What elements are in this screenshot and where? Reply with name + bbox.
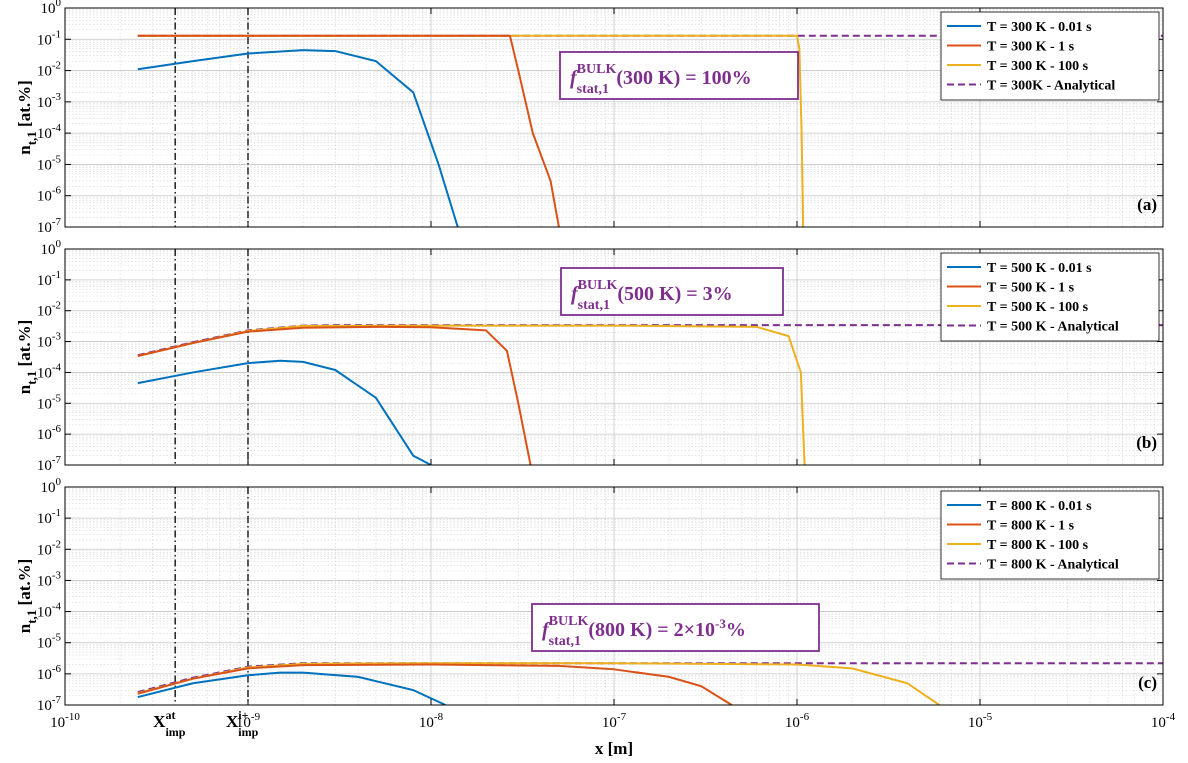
y-tick-label: 10-7 bbox=[37, 216, 62, 236]
legend-label: T = 800 K - 1 s bbox=[987, 519, 1075, 534]
legend-label: T = 500 K - 0.01 s bbox=[987, 261, 1092, 276]
y-axis-label: nt,1 [at.%] bbox=[15, 320, 39, 395]
x-tick-label: 10-8 bbox=[419, 711, 444, 731]
y-tick-label: 10-7 bbox=[37, 454, 62, 474]
panel-c: 10-7 10-6 10-5 10-4 10-3 10-2 10-1 100 nt,1 [at.… bbox=[15, 476, 1164, 714]
y-tick-label: 100 bbox=[41, 0, 62, 17]
y-tick-label: 10-3 bbox=[37, 569, 62, 589]
legend: T = 500 K - 0.01 s T = 500 K - 1 s T = 500… bbox=[940, 252, 1160, 342]
panel-a: 10-7 10-6 10-5 10-4 10-3 10-2 10-1 100 nt,1 [at.… bbox=[15, 0, 1164, 236]
y-tick-label: 10-2 bbox=[37, 538, 61, 558]
y-axis-label: nt,1 [at.%] bbox=[15, 559, 39, 634]
y-tick-label: 10-4 bbox=[37, 601, 62, 621]
y-tick-label: 10-6 bbox=[37, 663, 62, 683]
y-tick-label: 100 bbox=[41, 476, 62, 496]
panel-label: (c) bbox=[1138, 673, 1157, 692]
series-group bbox=[137, 34, 1163, 227]
y-tick-label: 10-5 bbox=[37, 153, 62, 173]
x-tick-label: 10-5 bbox=[968, 711, 993, 731]
impact-label-0: Xat imp bbox=[153, 708, 186, 739]
legend-label: T = 800 K - Analytical bbox=[987, 558, 1119, 573]
legend-label: T = 500 K - 100 s bbox=[987, 300, 1089, 315]
legend-label: T = 800 K - 0.01 s bbox=[987, 499, 1092, 514]
panel-label: (b) bbox=[1136, 433, 1157, 452]
annotation-frame bbox=[560, 267, 784, 316]
x-tick-label: 10-6 bbox=[785, 711, 810, 731]
series-group bbox=[137, 662, 1163, 705]
x-tick-label: 10-10 bbox=[50, 711, 80, 731]
x-tick-label: 10-9 bbox=[236, 711, 261, 731]
annotation-text: fBULK stat,1(800 K) = 2×10-3% bbox=[542, 614, 746, 649]
legend-label: T = 300 K - 1 s bbox=[987, 40, 1075, 55]
x-axis-label: x [m] bbox=[595, 739, 633, 758]
y-tick-label: 10-7 bbox=[37, 694, 62, 714]
y-axis-label: nt,1 [at.%] bbox=[15, 80, 39, 155]
y-tick-label: 10-4 bbox=[37, 361, 62, 381]
y-tick-label: 100 bbox=[41, 238, 62, 258]
legend-label: T = 300 K - 100 s bbox=[987, 59, 1089, 74]
annotation-frame bbox=[559, 51, 799, 100]
legend-label: T = 800 K - 100 s bbox=[987, 538, 1089, 553]
x-tick-label: 10-7 bbox=[602, 711, 627, 731]
annotation-box: fBULK stat,1(300 K) = 100% bbox=[559, 51, 799, 100]
annotation-frame bbox=[531, 603, 820, 652]
y-tick-label: 10-2 bbox=[37, 300, 61, 320]
y-tick-label: 10-1 bbox=[37, 269, 61, 289]
annotation-box: fBULK stat,1(500 K) = 3% bbox=[560, 267, 784, 316]
series-line-yellow bbox=[137, 34, 805, 227]
series-line-orange bbox=[137, 325, 532, 465]
panel-label: (a) bbox=[1137, 195, 1157, 214]
x-axis: 10-10 10-9 10-8 10-7 10-6 10-5 10-4 x [m] Xat imp… bbox=[50, 708, 1175, 758]
annotation-box: fBULK stat,1(800 K) = 2×10-3% bbox=[531, 603, 820, 652]
series-line-purple bbox=[137, 662, 1163, 694]
legend: T = 300 K - 0.01 s T = 300 K - 1 s T = 300… bbox=[940, 11, 1160, 101]
y-tick-label: 10-1 bbox=[37, 28, 61, 48]
legend-label: T = 500 K - Analytical bbox=[987, 320, 1119, 335]
y-tick-label: 10-6 bbox=[37, 423, 62, 443]
panel-b: 10-7 10-6 10-5 10-4 10-3 10-2 10-1 100 nt,1 [at.… bbox=[15, 238, 1164, 474]
legend-label: T = 500 K - 1 s bbox=[987, 281, 1075, 296]
series-line-blue bbox=[137, 359, 432, 465]
series-line-orange bbox=[137, 34, 560, 227]
series-line-blue bbox=[137, 671, 446, 705]
series-group bbox=[137, 324, 1163, 465]
y-tick-label: 10-3 bbox=[37, 91, 62, 111]
x-tick-label: 10-4 bbox=[1151, 711, 1176, 731]
y-tick-label: 10-1 bbox=[37, 507, 61, 527]
series-line-yellow bbox=[137, 662, 940, 705]
annotation-text: fBULK stat,1(300 K) = 100% bbox=[570, 62, 752, 97]
legend-label: T = 300K - Analytical bbox=[987, 79, 1115, 94]
series-line-orange bbox=[137, 663, 733, 705]
y-tick-label: 10-3 bbox=[37, 331, 62, 351]
y-tick-label: 10-5 bbox=[37, 392, 62, 412]
annotation-text: fBULK stat,1(500 K) = 3% bbox=[571, 278, 733, 313]
y-tick-label: 10-2 bbox=[37, 60, 61, 80]
y-tick-label: 10-6 bbox=[37, 185, 62, 205]
impact-label-1: Xi+ imp bbox=[226, 708, 259, 739]
y-tick-label: 10-4 bbox=[37, 122, 62, 142]
legend: T = 800 K - 0.01 s T = 800 K - 1 s T = 800… bbox=[940, 490, 1160, 580]
legend-label: T = 300 K - 0.01 s bbox=[987, 20, 1092, 35]
series-line-blue bbox=[137, 49, 459, 227]
y-tick-label: 10-5 bbox=[37, 632, 62, 652]
